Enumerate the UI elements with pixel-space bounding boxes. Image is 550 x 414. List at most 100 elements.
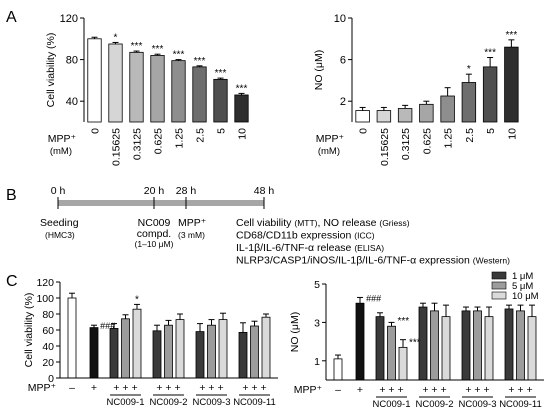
x-tick-label: 0.625 [421,128,433,154]
timeline-diagram: 0 h 20 h 28 h 48 hSeeding(HMC3)NC009compd.(… [40,185,510,267]
legend-label: 1 μM [512,271,533,282]
readout-method: (Griess) [379,218,409,228]
readout-main: , NO release [318,217,380,229]
bar [397,108,413,123]
y-tick-label: 20 [42,357,54,369]
legend-label: 5 μM [512,281,533,292]
bar [504,308,514,381]
bar [250,325,259,379]
group-label: NC009-1 [372,399,410,410]
bar [195,331,205,379]
x-axis-label: MPP⁺ [316,133,345,145]
mpp-sign: + + + [422,384,446,396]
bar [129,51,144,123]
event-sub: (1–10 μM) [135,239,174,249]
significance-marker: *** [194,56,206,67]
y-tick-label: 80 [66,55,78,67]
group-label: NC009-11 [499,399,542,410]
x-tick-label: 0.3125 [400,128,412,160]
readout-main: NLRP3/CASP1/iNOS/IL-1β/IL-6/TNF-α expres… [236,255,473,267]
significance-marker: ### [366,293,382,303]
bar [516,310,525,381]
event-title: NC009 [138,217,171,229]
bar [150,55,165,123]
readout-line: IL-1β/IL-6/TNF-α release (ELISA) [236,242,384,254]
mpp-sign: + + + [379,384,403,396]
significance-marker: *** [398,316,410,327]
y-axis-label: Cell viability (%) [23,293,35,368]
readout-main: Cell viability [236,217,294,229]
significance-marker: *** [506,30,518,41]
group-label: NC009-2 [415,399,453,410]
y-tick-label: 80 [42,309,54,321]
bar [261,316,271,379]
bar [164,324,173,379]
readout-line: CD68/CD11b expression (ICC) [236,230,375,242]
time-label: 0 h [51,185,66,197]
bar [504,46,519,123]
bar [87,38,102,123]
bar [387,325,396,381]
x-tick-label: 0.15625 [111,128,123,166]
significance-marker: *** [173,50,185,61]
time-label: 20 h [144,185,165,197]
x-tick-label: 0 [358,128,370,134]
mpp-sign: + + + [465,384,489,396]
significance-marker: * [114,32,118,43]
bar [192,66,207,123]
mpp-sign: + [91,382,97,394]
group-label: NC009-2 [149,397,187,408]
legend-swatch [491,291,507,300]
x-tick-label: 2.5 [464,128,476,143]
y-tick-label: 2 [340,96,346,108]
group-label: NC009-3 [192,397,230,408]
x-tick-label: 5 [216,128,228,134]
y-tick-label: 100 [36,293,54,305]
bar [333,358,343,381]
event-title: MPP⁺ [178,217,207,229]
bar [234,94,249,123]
y-tick-label: 5 [314,279,320,291]
x-tick-label: 2.5 [195,128,207,143]
bar [461,310,471,381]
time-label: 48 h [254,185,275,197]
bar [213,78,228,123]
bar [441,316,451,381]
mpp-row-label: MPP⁺ [294,384,323,396]
significance-marker: *** [152,44,164,55]
bar [484,316,494,381]
x-tick-label: 0.625 [153,128,165,154]
bar [121,318,130,379]
significance-marker: *** [215,68,227,79]
bar [67,297,77,379]
event-sub: (HMC3) [45,230,75,240]
y-tick-label: 60 [42,325,54,337]
bar [108,43,123,123]
significance-marker: *** [409,337,421,348]
legend-label: 10 μM [512,291,539,302]
bar [418,306,428,381]
y-tick-label: 0 [48,373,54,385]
group-label: NC009-11 [233,397,276,408]
mpp-sign: + + + [113,382,137,394]
x-axis-unit: (mM) [318,146,340,157]
event-sub: (3 mM) [178,230,205,240]
bar [175,319,185,379]
group-label: NC009-1 [106,397,144,408]
bar [482,66,498,123]
bar [398,346,408,381]
mpp-sign: + [357,384,363,396]
readout-line: Cell viability (MTT), NO release (Griess… [236,217,410,229]
readout-method: (ELISA) [354,243,384,253]
x-tick-label: 1.25 [443,128,455,149]
bar [132,308,142,379]
bar [171,60,186,123]
bar [473,310,482,381]
x-tick-label: 0.3125 [132,128,144,160]
y-tick-label: 3 [314,317,320,329]
x-axis-unit: (mM) [50,146,72,157]
event-title: Seeding [40,217,79,229]
bar [152,330,162,379]
